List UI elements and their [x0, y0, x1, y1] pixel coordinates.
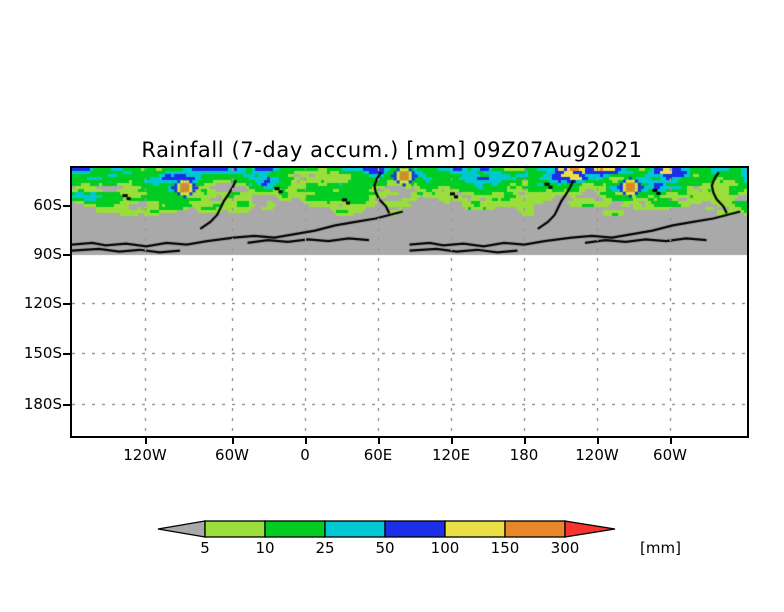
page-title: Rainfall (7-day accum.) [mm] 09Z07Aug202… — [141, 138, 643, 162]
colorbar-under-arrow — [157, 520, 206, 538]
x-axis-tick-label: 120E — [431, 446, 471, 464]
x-axis-tick-label: 60W — [653, 446, 687, 464]
y-axis-tick-label: 120S — [23, 294, 62, 312]
x-axis-tick-label: 60W — [215, 446, 249, 464]
x-axis-tick-mark — [524, 438, 526, 444]
colorbar-tick-label: 25 — [315, 539, 335, 557]
colorbar-swatch — [324, 520, 386, 538]
x-axis-tick-label: 120W — [123, 446, 167, 464]
x-axis-tick-mark — [232, 438, 234, 444]
x-axis-tick-label: 120W — [575, 446, 619, 464]
colorbar-legend: 5 10 25 50 100 150 300 [mm] — [150, 505, 681, 565]
x-axis-tick-label: 180 — [509, 446, 539, 464]
y-axis-tick-mark — [63, 404, 70, 406]
colorbar-swatch — [204, 520, 266, 538]
y-axis-tick-mark — [63, 303, 70, 305]
map-plot-area — [70, 166, 749, 438]
y-axis-tick-mark — [63, 205, 70, 207]
x-axis-tick-mark — [145, 438, 147, 444]
colorbar-swatch — [444, 520, 506, 538]
colorbar-tick-label: 50 — [375, 539, 395, 557]
x-axis-tick-label: 60E — [363, 446, 393, 464]
colorbar-tick-label: 10 — [255, 539, 275, 557]
colorbar-tick-label: 5 — [200, 539, 210, 557]
colorbar-unit-label: [mm] — [640, 539, 681, 557]
y-axis-tick-label: 90S — [33, 245, 62, 263]
x-axis-tick-mark — [378, 438, 380, 444]
x-axis-tick-mark — [305, 438, 307, 444]
colorbar-tick-label: 300 — [550, 539, 580, 557]
x-axis-tick-mark — [670, 438, 672, 444]
y-axis-tick-label: 180S — [23, 395, 62, 413]
colorbar-swatch — [264, 520, 326, 538]
y-axis-tick-label: 60S — [33, 196, 62, 214]
colorbar-swatch — [504, 520, 566, 538]
colorbar-over-arrow — [564, 520, 616, 538]
y-axis-tick-mark — [63, 254, 70, 256]
colorbar-swatch — [384, 520, 446, 538]
x-axis-tick-label: 0 — [300, 446, 310, 464]
rainfall-raster — [72, 168, 747, 436]
x-axis-tick-mark — [597, 438, 599, 444]
colorbar-tick-label: 150 — [490, 539, 520, 557]
x-axis-tick-mark — [451, 438, 453, 444]
y-axis-tick-mark — [63, 353, 70, 355]
colorbar-swatches — [157, 520, 616, 538]
colorbar-tick-label: 100 — [430, 539, 460, 557]
y-axis-tick-label: 150S — [23, 344, 62, 362]
